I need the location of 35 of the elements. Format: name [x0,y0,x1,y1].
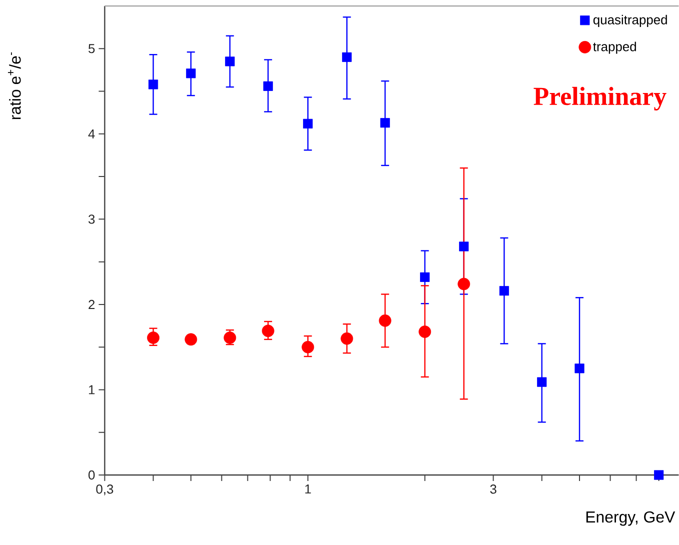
x-axis-title: Energy, GeV [586,511,676,526]
point [342,52,352,62]
point [225,56,235,66]
x-tick-label: 0,3 [96,484,114,496]
y-axis-title: ratio e$^{+}$/e$^{-}$ [8,52,21,120]
legend-label: trapped [593,42,636,54]
point [262,324,274,338]
y-tick-label: 1 [88,385,95,394]
y-tick-label: 2 [88,300,95,309]
point [186,68,196,78]
point [499,286,509,296]
point [574,364,584,374]
annotation: Preliminary [534,86,666,110]
point [224,332,236,344]
point [263,81,273,91]
point [378,314,392,327]
y-tick-label: 4 [88,129,95,138]
point [302,340,314,354]
point [303,118,313,128]
point [458,278,470,290]
point [418,326,432,338]
x-tick-label: 3 [490,484,496,494]
point [148,80,158,90]
point [184,333,198,346]
y-tick-label: 0 [88,470,95,480]
point [380,118,390,128]
point [147,332,160,344]
y-tick-label: 5 [88,44,95,54]
point [459,242,469,252]
point [340,332,354,345]
x-tick-label: 1 [305,484,311,494]
point [420,272,430,282]
point [537,377,547,387]
legend-label: quasitrapped [593,14,667,27]
y-tick-label: 3 [88,214,95,224]
